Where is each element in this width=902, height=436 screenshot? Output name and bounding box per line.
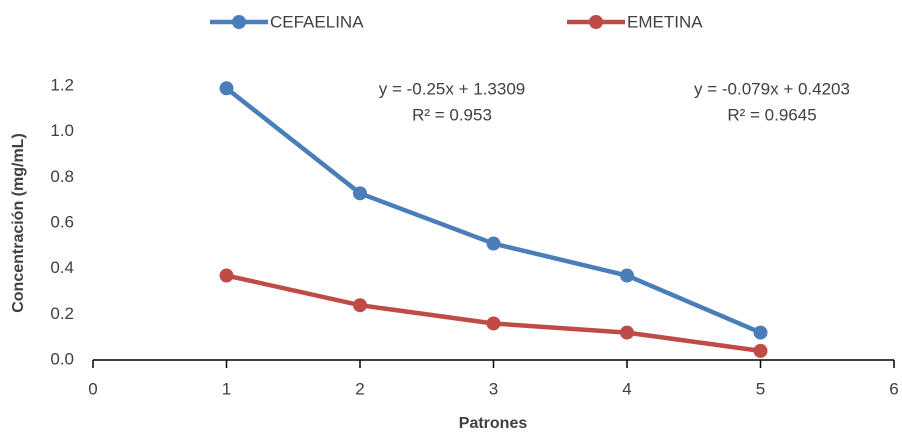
data-point [486, 316, 501, 331]
x-tick-label: 0 [88, 379, 97, 398]
data-point [219, 81, 234, 96]
series-line [225, 86, 762, 335]
data-point [353, 298, 367, 313]
legend-label: EMETINA [627, 12, 703, 31]
annotation: y = -0.25x + 1.3309 [379, 79, 526, 98]
annotation: R² = 0.9645 [727, 105, 816, 124]
y-tick-label: 0.2 [50, 304, 74, 323]
y-axis-title: Concentración (mg/mL) [10, 133, 27, 313]
series-line [226, 273, 761, 354]
data-point [219, 268, 234, 283]
x-tick-label: 5 [756, 379, 765, 398]
x-tick-label: 4 [622, 379, 631, 398]
data-point [753, 343, 768, 358]
y-tick-label: 0.0 [50, 349, 74, 368]
legend-marker [589, 15, 603, 29]
data-point [620, 325, 634, 340]
x-tick-label: 1 [222, 379, 231, 398]
x-tick-label: 6 [889, 379, 898, 398]
y-tick-label: 0.4 [50, 258, 74, 277]
data-point [486, 236, 501, 251]
x-axis-title: Patrones [459, 415, 528, 432]
y-tick-label: 1.2 [50, 75, 74, 94]
annotation: y = -0.079x + 0.4203 [694, 79, 850, 98]
y-tick-label: 0.8 [50, 167, 74, 186]
data-point [353, 186, 367, 201]
y-tick-label: 1.0 [50, 121, 74, 140]
data-point [620, 268, 634, 283]
legend-label: CEFAELINA [270, 12, 364, 31]
y-tick-label: 0.6 [50, 212, 74, 231]
legend-marker [232, 15, 246, 29]
x-tick-label: 3 [489, 379, 498, 398]
annotation: R² = 0.953 [412, 105, 492, 124]
x-tick-label: 2 [355, 379, 364, 398]
data-point [753, 325, 768, 340]
